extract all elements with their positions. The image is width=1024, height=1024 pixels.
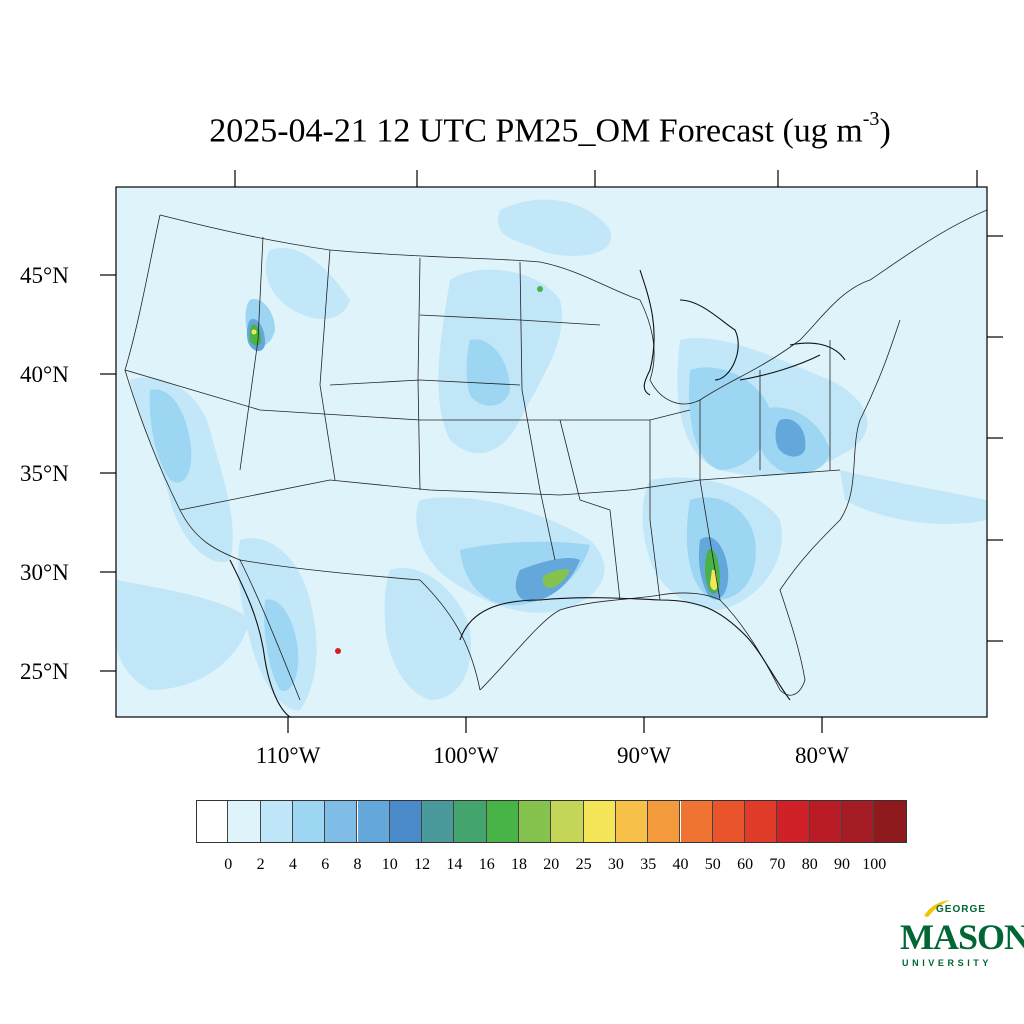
colorbar-tick-label: 0 xyxy=(224,856,233,873)
colorbar-tick-label: 12 xyxy=(414,856,431,873)
colorbar-swatch xyxy=(551,800,584,843)
lat-label: 45°N xyxy=(20,263,69,288)
colorbar-tick-label: 70 xyxy=(769,856,786,873)
map-frame xyxy=(115,186,988,718)
logo-swoosh-icon xyxy=(924,900,950,917)
coastlines xyxy=(229,269,846,717)
colorbar-tick-label: 10 xyxy=(381,856,398,873)
colorbar-swatch xyxy=(583,800,616,843)
colorbar-swatch xyxy=(260,800,293,843)
logo-george: GEORGE xyxy=(936,904,986,915)
lon-label: 100°W xyxy=(433,743,499,768)
lat-label: 35°N xyxy=(20,461,69,486)
colorbar-tick-label: 14 xyxy=(446,856,463,873)
colorbar-tick-label: 30 xyxy=(607,856,624,873)
colorbar-swatch xyxy=(745,800,778,843)
colorbar-tick-label: 16 xyxy=(478,856,495,873)
lon-label: 110°W xyxy=(256,743,321,768)
colorbar-tick-label: 60 xyxy=(737,856,754,873)
colorbar-tick-label: 20 xyxy=(543,856,560,873)
left-ticks xyxy=(100,274,116,672)
lon-label: 80°W xyxy=(795,743,849,768)
state-boundaries xyxy=(124,209,987,701)
colorbar-tick-label: 50 xyxy=(704,856,721,873)
colorbar-tick-label: 4 xyxy=(288,856,297,873)
top-ticks xyxy=(234,170,978,187)
colorbar-swatch xyxy=(486,800,519,843)
colorbar-swatch xyxy=(615,800,649,843)
right-ticks xyxy=(987,235,1003,642)
colorbar-tick-label: 2 xyxy=(256,856,265,873)
colorbar-swatch xyxy=(228,800,261,843)
bottom-ticks xyxy=(287,717,823,733)
colorbar-tick-label: 18 xyxy=(511,856,527,873)
colorbar-swatch xyxy=(519,800,552,843)
colorbar-tick-label: 80 xyxy=(801,856,818,873)
university-logo: GEORGE MASON UNIVERSITY xyxy=(896,898,1024,970)
colorbar-tick-label: 90 xyxy=(834,856,850,873)
colorbar-swatch xyxy=(712,800,746,843)
lon-label: 90°W xyxy=(617,743,671,768)
colorbar-swatch xyxy=(809,800,842,843)
lat-label: 30°N xyxy=(20,560,69,585)
lat-label: 40°N xyxy=(20,362,69,387)
colorbar-tick-label: 25 xyxy=(575,856,592,873)
logo-university: UNIVERSITY xyxy=(902,958,993,968)
logo-mason: MASON xyxy=(900,917,1024,957)
lat-label: 25°N xyxy=(20,659,69,684)
colorbar-swatch xyxy=(292,800,326,843)
colorbar-swatch xyxy=(454,800,487,843)
colorbar-swatch xyxy=(196,800,229,843)
colorbar-swatch xyxy=(648,800,681,843)
colorbar-swatch xyxy=(389,800,423,843)
colorbar-swatch xyxy=(680,800,713,843)
colorbar-swatch xyxy=(422,800,455,843)
colorbar-tick-label: 40 xyxy=(672,856,689,873)
colorbar-tick-label: 6 xyxy=(321,856,330,873)
colorbar-swatch xyxy=(357,800,390,843)
colorbar-tick-label: 8 xyxy=(353,856,362,873)
colorbar-tick-label: 100 xyxy=(862,856,887,873)
colorbar-swatch xyxy=(777,800,810,843)
colorbar-swatch xyxy=(874,800,907,843)
colorbar-tick-label: 35 xyxy=(640,856,657,873)
colorbar-swatch xyxy=(325,800,358,843)
map-background xyxy=(116,187,987,717)
colorbar-swatch xyxy=(842,800,875,843)
map-title: 2025-04-21 12 UTC PM25_OM Forecast (ug m… xyxy=(209,108,891,150)
